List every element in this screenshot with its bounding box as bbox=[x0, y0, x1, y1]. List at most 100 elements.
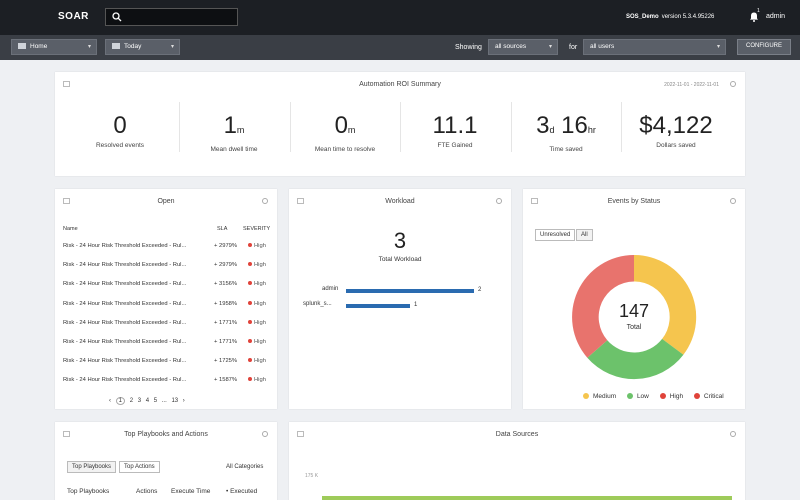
severity-dot-icon bbox=[248, 339, 252, 344]
page-5-button[interactable]: 5 bbox=[153, 398, 158, 404]
sort-icon: • bbox=[226, 488, 231, 495]
workload-count: 2 bbox=[478, 287, 482, 293]
bell-icon[interactable] bbox=[748, 11, 760, 23]
severity-dot-icon bbox=[248, 281, 252, 286]
kpi-mean-time-to-resolve: 0m Mean time to resolve bbox=[290, 112, 400, 153]
gear-icon[interactable] bbox=[262, 431, 268, 437]
app-name: SOS_Demo bbox=[626, 14, 659, 20]
kpi-fte-gained: 11.1 FTE Gained bbox=[400, 112, 510, 149]
kpi-dollars-saved: $4,122 Dollars saved bbox=[621, 112, 731, 149]
workload-user-label: splunk_s... bbox=[303, 301, 332, 307]
table-row[interactable]: Risk - 24 Hour Risk Threshold Exceeded -… bbox=[63, 320, 266, 326]
kpi-label: Mean dwell time bbox=[210, 146, 258, 153]
kpi-label: Mean time to resolve bbox=[314, 146, 376, 153]
category-filter[interactable]: All Categories bbox=[226, 464, 264, 470]
data-sources-panel: Data Sources 175 K bbox=[289, 422, 745, 500]
kpi-value: 11.1 bbox=[432, 112, 478, 139]
search-input[interactable] bbox=[105, 8, 238, 26]
panel-title: Data Sources bbox=[495, 431, 539, 438]
dashboard-toolbar: Home ▾ Today ▾ Showing all sources ▾ for… bbox=[0, 35, 800, 60]
table-row[interactable]: Risk - 24 Hour Risk Threshold Exceeded -… bbox=[63, 301, 266, 307]
table-row[interactable]: Risk - 24 Hour Risk Threshold Exceeded -… bbox=[63, 243, 266, 249]
drag-handle-icon[interactable] bbox=[531, 198, 538, 204]
column-header-severity[interactable]: SEVERITY bbox=[243, 226, 271, 232]
total-workload-value: 3 bbox=[393, 228, 407, 253]
drag-handle-icon[interactable] bbox=[297, 431, 304, 437]
column-header-playbooks[interactable]: Top Playbooks bbox=[67, 488, 110, 495]
configure-button[interactable]: CONFIGURE bbox=[737, 39, 791, 55]
drag-handle-icon[interactable] bbox=[297, 198, 304, 204]
open-events-panel: Open Name SLA SEVERITY Risk - 24 Hour Ri… bbox=[55, 189, 277, 409]
kpi-resolved-events: 0 Resolved events bbox=[65, 112, 175, 149]
time-period-select[interactable]: Today ▾ bbox=[105, 39, 180, 55]
workload-bar[interactable] bbox=[346, 289, 474, 293]
legend-item-low[interactable]: Low bbox=[626, 393, 649, 400]
legend-item-high[interactable]: High bbox=[659, 393, 683, 400]
severity-dot-icon bbox=[248, 377, 252, 382]
unresolved-toggle[interactable]: Unresolved bbox=[535, 229, 576, 241]
app-version-info: SOS_Demo version 5.3.4.95226 bbox=[626, 14, 714, 20]
gear-icon[interactable] bbox=[730, 431, 736, 437]
severity-dot-icon bbox=[248, 358, 252, 363]
table-row[interactable]: Risk - 24 Hour Risk Threshold Exceeded -… bbox=[63, 377, 266, 383]
total-workload-label: Total Workload bbox=[378, 256, 422, 263]
user-menu[interactable]: admin bbox=[766, 13, 786, 20]
donut-segment-medium[interactable] bbox=[634, 254, 697, 355]
chevron-down-icon: ▾ bbox=[716, 44, 720, 50]
gear-icon[interactable] bbox=[730, 81, 736, 87]
roi-summary-panel: Automation ROI Summary 2022-11-01 - 2022… bbox=[55, 72, 745, 176]
data-source-series-line bbox=[322, 496, 732, 500]
gear-icon[interactable] bbox=[262, 198, 268, 204]
table-row[interactable]: Risk - 24 Hour Risk Threshold Exceeded -… bbox=[63, 358, 266, 364]
chevron-down-icon: ▾ bbox=[87, 44, 91, 50]
severity-dot-icon bbox=[248, 301, 252, 306]
drag-handle-icon[interactable] bbox=[63, 198, 70, 204]
donut-total-label: Total bbox=[627, 324, 642, 331]
column-header-sla[interactable]: SLA bbox=[217, 226, 228, 232]
legend-swatch bbox=[626, 393, 633, 400]
donut-segment-low[interactable] bbox=[587, 338, 684, 380]
legend-swatch bbox=[583, 393, 589, 400]
legend-item-medium[interactable]: Medium bbox=[583, 393, 616, 400]
dashboard-select[interactable]: Home ▾ bbox=[11, 39, 97, 55]
column-header-name[interactable]: Name bbox=[63, 226, 78, 232]
all-toggle[interactable]: All bbox=[576, 229, 593, 241]
column-header-executed[interactable]: • Executed bbox=[226, 488, 258, 495]
divider bbox=[621, 102, 622, 152]
page-13-button[interactable]: 13 bbox=[171, 398, 179, 404]
severity-dot-icon bbox=[248, 320, 252, 325]
gear-icon[interactable] bbox=[730, 198, 736, 204]
sources-select[interactable]: all sources ▾ bbox=[488, 39, 558, 55]
prev-page-button[interactable]: ‹ bbox=[109, 398, 111, 404]
legend-swatch bbox=[693, 393, 700, 400]
workload-bar[interactable] bbox=[346, 304, 410, 308]
drag-handle-icon[interactable] bbox=[63, 431, 70, 437]
pagination: ‹ 1 2 3 4 5 ... 13 › bbox=[109, 397, 185, 405]
kpi-value: 0m bbox=[334, 112, 356, 139]
page-1-button[interactable]: 1 bbox=[115, 397, 126, 405]
severity-dot-icon bbox=[248, 262, 252, 267]
divider bbox=[179, 102, 180, 152]
status-donut-chart: 147 Total bbox=[572, 254, 697, 380]
legend-item-critical[interactable]: Critical bbox=[693, 393, 724, 400]
page-ellipsis: ... bbox=[161, 398, 167, 404]
page-2-button[interactable]: 2 bbox=[129, 398, 134, 404]
users-select[interactable]: all users ▾ bbox=[583, 39, 726, 55]
next-page-button[interactable]: › bbox=[182, 398, 185, 404]
column-header-actions[interactable]: Actions bbox=[136, 488, 158, 495]
table-row[interactable]: Risk - 24 Hour Risk Threshold Exceeded -… bbox=[63, 281, 266, 287]
tab-top-actions[interactable]: Top Actions bbox=[119, 461, 160, 473]
kpi-label: Time saved bbox=[549, 146, 583, 153]
drag-handle-icon[interactable] bbox=[63, 81, 70, 87]
gear-icon[interactable] bbox=[496, 198, 502, 204]
column-header-execute-time[interactable]: Execute Time bbox=[171, 488, 211, 495]
table-row[interactable]: Risk - 24 Hour Risk Threshold Exceeded -… bbox=[63, 339, 266, 345]
page-3-button[interactable]: 3 bbox=[137, 398, 142, 404]
app-logo[interactable]: SOAR bbox=[58, 11, 89, 22]
divider bbox=[511, 102, 512, 152]
page-4-button[interactable]: 4 bbox=[145, 398, 150, 404]
table-row[interactable]: Risk - 24 Hour Risk Threshold Exceeded -… bbox=[63, 262, 266, 268]
tab-top-playbooks[interactable]: Top Playbooks bbox=[67, 461, 117, 473]
donut-segment-critical[interactable] bbox=[572, 255, 634, 358]
search-icon bbox=[112, 12, 122, 22]
